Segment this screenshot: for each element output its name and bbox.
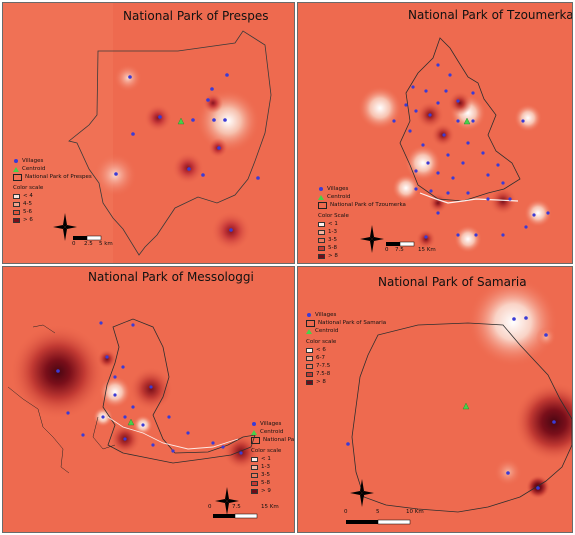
centroid-samaria [462, 402, 470, 410]
centroid-prespes [177, 117, 185, 125]
boundary-icon [251, 436, 260, 444]
centroid-icon [13, 166, 19, 172]
map-panel-tzoumerka: National Park of Tzoumerka Villages Cent… [297, 2, 573, 264]
village-icon [307, 313, 311, 317]
heatmap-prespes [3, 3, 294, 263]
centroid-tzoumerka [463, 117, 471, 125]
village-icon [319, 187, 323, 191]
legend-tzoumerka: Villages Centroid National Park of Tzoum… [318, 186, 406, 259]
park-boundary-messologgi [102, 318, 256, 464]
panel-title: National Park of Messologgi [88, 270, 254, 284]
village-points-messologgi [56, 321, 243, 455]
legend-prespes: Villages Centroid National Park of Presp… [13, 158, 92, 223]
map-panel-samaria: National Park of Samaria Villages Nation… [297, 266, 573, 533]
scalebar-prespes [73, 235, 102, 241]
north-arrow-icon [360, 225, 384, 253]
village-points-tzoumerka [392, 63, 550, 239]
panel-title: National Park of Tzoumerka [408, 8, 573, 22]
park-boundary-tzoumerka [399, 37, 521, 202]
panel-title: National Park of Samaria [378, 275, 527, 289]
village-points-prespes [114, 73, 260, 232]
heatmap-samaria [298, 267, 572, 532]
panel-title: National Park of Prespes [123, 9, 269, 23]
north-arrow-icon [53, 213, 77, 241]
map-panel-prespes: National Park of Prespes Villages Centro… [2, 2, 295, 264]
boundary-icon [306, 319, 315, 327]
north-arrow-icon [215, 487, 239, 515]
boundary-icon [318, 201, 327, 209]
heatmap-messologgi [3, 267, 294, 532]
village-icon [14, 159, 18, 163]
scalebar-samaria [346, 519, 411, 525]
scalebar-messologgi [213, 513, 258, 519]
village-icon [252, 422, 256, 426]
park-boundary-prespes [68, 30, 272, 256]
village-points-samaria [346, 316, 556, 490]
north-arrow-icon [350, 479, 374, 507]
centroid-messologgi [127, 418, 135, 426]
centroid-icon [306, 328, 312, 334]
boundary-icon [13, 173, 22, 181]
centroid-icon [251, 429, 257, 435]
legend-messologgi: Villages Centroid National Park Color sc… [251, 421, 295, 494]
heatmap-tzoumerka [298, 3, 572, 263]
centroid-icon [318, 194, 324, 200]
legend-samaria: Villages National Park of Samaria Centro… [306, 312, 387, 385]
park-boundary-samaria [351, 322, 572, 513]
scalebar-tzoumerka [386, 241, 415, 247]
map-panel-messologgi: National Park of Messologgi Villages Cen… [2, 266, 295, 533]
